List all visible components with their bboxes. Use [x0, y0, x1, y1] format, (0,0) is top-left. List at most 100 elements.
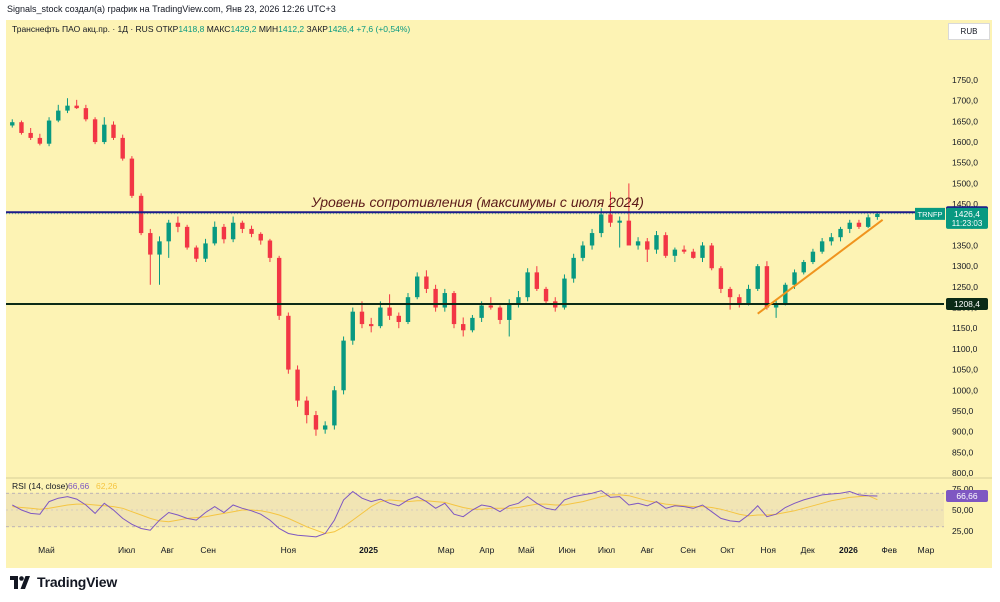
candle-body[interactable] [56, 110, 61, 121]
candle-body[interactable] [221, 226, 227, 240]
symbol-name[interactable]: Транснефть ПАО акц.пр. · 1Д · RUS [12, 24, 154, 34]
candle-body[interactable] [276, 257, 282, 316]
candle-body[interactable] [129, 158, 135, 196]
candle-body[interactable] [65, 105, 70, 111]
candle-body[interactable] [681, 249, 687, 252]
candle-body[interactable] [617, 220, 622, 223]
candle-body[interactable] [479, 305, 484, 318]
candle-body[interactable] [74, 105, 79, 109]
candle-body[interactable] [755, 266, 760, 289]
candle-body[interactable] [589, 233, 595, 246]
candle-body[interactable] [516, 297, 521, 304]
candle-body[interactable] [10, 122, 15, 126]
candle-body[interactable] [157, 241, 162, 255]
trendline[interactable] [757, 219, 884, 315]
candle-body[interactable] [635, 241, 641, 246]
candle-body[interactable] [488, 305, 494, 308]
candle-body[interactable] [368, 324, 374, 327]
candle-body[interactable] [92, 119, 98, 143]
candle-body[interactable] [267, 240, 273, 258]
candle-body[interactable] [332, 390, 337, 426]
candle-body[interactable] [203, 243, 208, 259]
candle-body[interactable] [212, 226, 217, 244]
candle-body[interactable] [737, 297, 742, 304]
candle-body[interactable] [286, 315, 291, 370]
candle-body[interactable] [875, 213, 880, 218]
candle-body[interactable] [138, 195, 144, 234]
candle-body[interactable] [120, 137, 125, 159]
candle-body[interactable] [654, 235, 659, 250]
candle-body[interactable] [461, 324, 466, 331]
candle-body[interactable] [718, 268, 724, 289]
candle-body[interactable] [433, 288, 438, 308]
candle-body[interactable] [838, 228, 843, 238]
candle-body[interactable] [249, 228, 254, 234]
candle-body[interactable] [562, 278, 567, 308]
candle-body[interactable] [810, 251, 816, 263]
candle-body[interactable] [470, 317, 475, 331]
candle-body[interactable] [313, 415, 319, 430]
candle-body[interactable] [691, 251, 696, 258]
candle-body[interactable] [709, 245, 714, 269]
candle-body[interactable] [847, 222, 852, 229]
candle-body[interactable] [507, 303, 512, 320]
candle-body[interactable] [792, 272, 797, 285]
candle-body[interactable] [378, 307, 383, 327]
candle-body[interactable] [534, 272, 540, 289]
candle-body[interactable] [865, 217, 871, 227]
candle-body[interactable] [295, 369, 300, 401]
candle-body[interactable] [304, 400, 309, 416]
candle-body[interactable] [497, 307, 503, 320]
candle-body[interactable] [580, 245, 586, 258]
candle-body[interactable] [626, 220, 632, 246]
candle-body[interactable] [451, 293, 457, 325]
candle-body[interactable] [801, 262, 806, 273]
candle-body[interactable] [663, 235, 668, 256]
candle-body[interactable] [424, 276, 429, 289]
currency-button[interactable]: RUB [948, 23, 990, 40]
candle-body[interactable] [148, 233, 153, 255]
candle-body[interactable] [819, 241, 825, 252]
candle-body[interactable] [608, 214, 613, 223]
candle-body[interactable] [599, 214, 604, 234]
candle-body[interactable] [525, 272, 530, 298]
candle-body[interactable] [166, 222, 171, 242]
candle-body[interactable] [175, 222, 181, 227]
candle-body[interactable] [359, 311, 365, 325]
candle-body[interactable] [396, 315, 401, 323]
candle-body[interactable] [746, 288, 751, 304]
candle-body[interactable] [700, 245, 705, 258]
candle-body[interactable] [442, 293, 448, 308]
candle-body[interactable] [28, 132, 33, 138]
candle-body[interactable] [258, 233, 263, 241]
candle-body[interactable] [727, 288, 733, 298]
resistance-annotation[interactable]: Уровень сопротивления (максимумы с июля … [310, 194, 643, 210]
candle-body[interactable] [102, 124, 107, 143]
rsi-line[interactable] [12, 490, 878, 538]
candle-body[interactable] [46, 120, 52, 144]
candle-body[interactable] [414, 276, 420, 298]
candle-body[interactable] [829, 237, 834, 242]
candle-body[interactable] [184, 226, 190, 248]
candle-body[interactable] [19, 122, 24, 133]
candle-body[interactable] [111, 124, 116, 138]
candle-body[interactable] [230, 222, 236, 240]
candle-body[interactable] [240, 222, 245, 229]
candle-body[interactable] [672, 249, 678, 256]
candle-body[interactable] [387, 307, 392, 316]
candle-body[interactable] [350, 311, 355, 341]
candle-body[interactable] [322, 425, 328, 430]
candle-body[interactable] [543, 288, 549, 302]
candle-body[interactable] [764, 266, 770, 308]
candle-body[interactable] [83, 108, 89, 120]
candle-body[interactable] [645, 241, 650, 250]
candle-body[interactable] [773, 303, 779, 308]
candle-body[interactable] [194, 247, 199, 259]
tradingview-logo[interactable]: TradingView [10, 574, 117, 590]
candle-body[interactable] [405, 297, 411, 323]
candle-body[interactable] [571, 257, 576, 279]
candle-body[interactable] [37, 137, 43, 144]
candle-body[interactable] [856, 222, 862, 227]
chart-frame[interactable] [6, 20, 992, 568]
